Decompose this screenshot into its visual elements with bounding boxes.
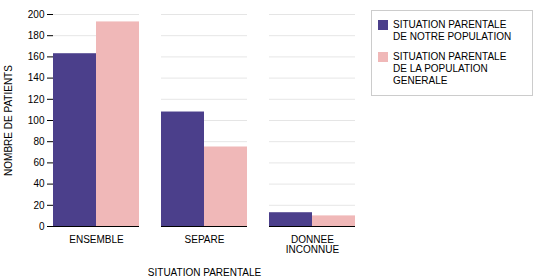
html-text:SITUATION PARENTALE DE NOTRE P: SITUATION PARENTALE DE NOTRE POPULATION [393,19,512,42]
svg-text:SITUATION PARENTALE: SITUATION PARENTALE [148,267,262,278]
svg-text:NOMBRE DE PATIENTS: NOMBRE DE PATIENTS [3,65,14,176]
svg-text:80: 80 [33,136,45,147]
svg-text:160: 160 [28,51,45,62]
svg-text:140: 140 [28,72,45,83]
svg-text:20: 20 [33,200,45,211]
svg-text:60: 60 [33,157,45,168]
svg-text:200: 200 [28,9,45,20]
svg-text:DONNEEINCONNUE: DONNEEINCONNUE [286,234,340,255]
svg-text:ENSEMBLE: ENSEMBLE [69,234,124,245]
svg-text:100: 100 [28,115,45,126]
html-text:SITUATION PARENTALE DE LA POPU: SITUATION PARENTALE DE LA POPULATION GEN… [393,51,507,86]
svg-text:180: 180 [28,30,45,41]
svg-text:0: 0 [39,221,45,232]
svg-text:120: 120 [28,94,45,105]
svg-text:40: 40 [33,178,45,189]
svg-text:SEPARE: SEPARE [185,234,225,245]
